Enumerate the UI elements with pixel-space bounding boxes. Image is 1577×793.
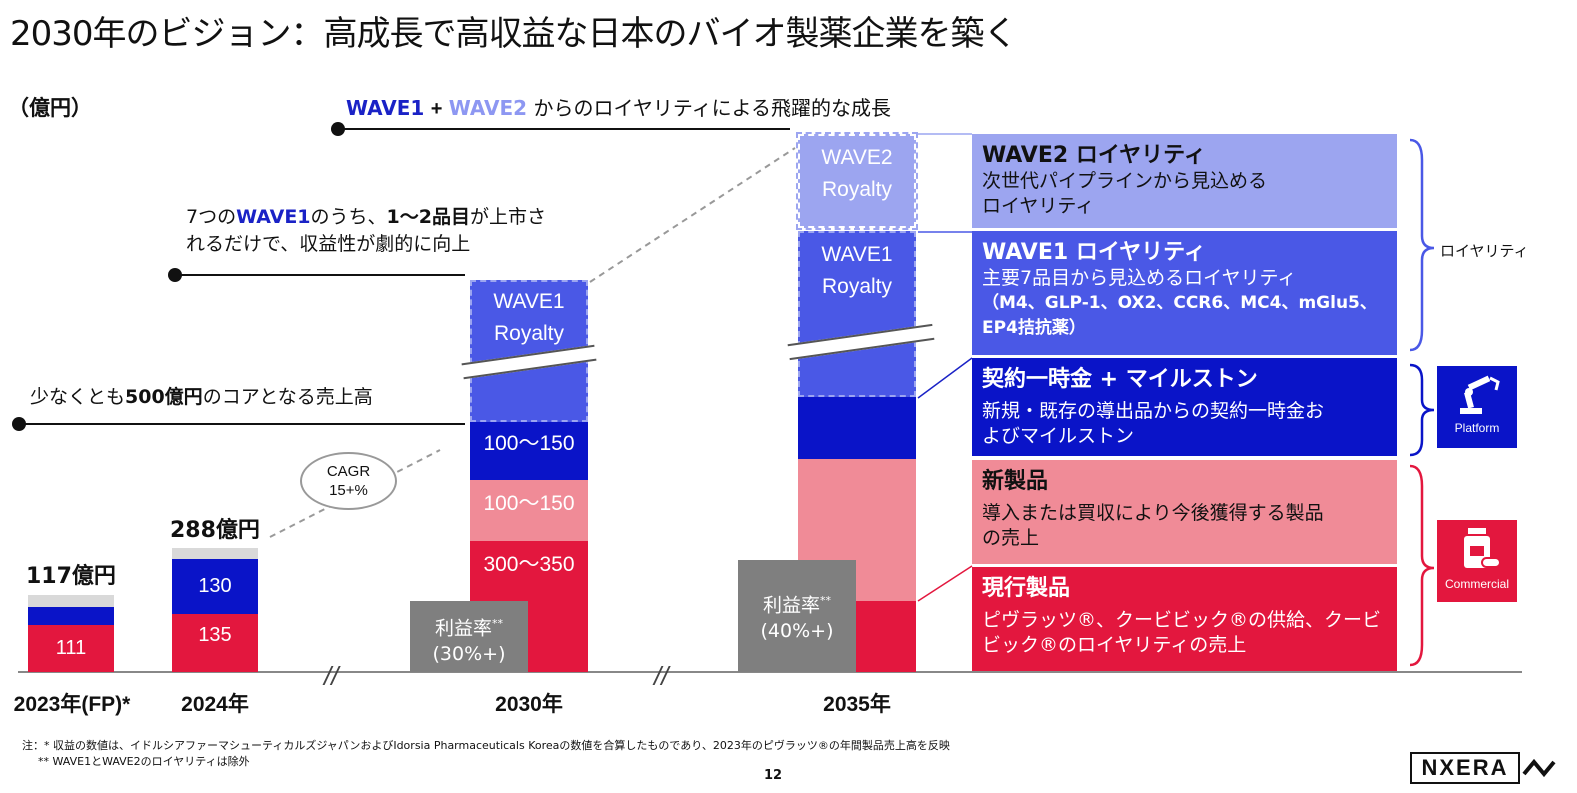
legend-current-desc: ビック®のロイヤリティの売上 xyxy=(982,634,1247,656)
annot-wave1: WAVE1 xyxy=(236,206,311,228)
bar-2023-current: 111 xyxy=(28,625,114,672)
robot-arm-icon xyxy=(1460,375,1500,414)
legend-current-desc: ピヴラッツ®、クービビック®の供給、クービ xyxy=(982,609,1382,631)
platform-tile: Platform xyxy=(1437,366,1517,448)
core-sales-annotation: 少なくとも500億円のコアとなる売上高 xyxy=(30,384,373,411)
margin-footnote-mark: ** xyxy=(820,594,831,607)
wave1-label: WAVE1 xyxy=(346,96,425,120)
header-leader-line xyxy=(338,128,790,130)
legend-wave1-targets: （M4、GLP-1、OX2、CCR6、MC4、mGlu5、 xyxy=(982,293,1377,313)
legend-milestone-desc: 新規・既存の導出品からの契約一時金お xyxy=(982,400,1325,422)
nxera-logo: NXERA xyxy=(1410,752,1558,786)
legend-wave1-desc: 主要7品目から見込めるロイヤリティ xyxy=(982,267,1297,289)
commercial-brace xyxy=(1409,464,1435,667)
legend-milestone: 契約一時金 + マイルストン 新規・既存の導出品からの契約一時金お よびマイルス… xyxy=(972,358,1397,456)
bar-2030-milestone: 100〜150 xyxy=(470,422,588,480)
legend-wave2-desc: 次世代パイプラインから見込める xyxy=(982,170,1268,192)
current-link-line xyxy=(917,565,973,602)
wave2-label: WAVE2 xyxy=(448,96,528,120)
wave2-royalty-label: WAVE2 xyxy=(821,146,893,169)
growth-dashed-line xyxy=(589,147,796,283)
wave1-annotation: 7つのWAVE1のうち、1〜2品目が上市さ れるだけで、収益性が劇的に向上 xyxy=(186,204,546,258)
legend-current-title: 現行製品 xyxy=(982,576,1071,601)
margin-value: (30%+) xyxy=(432,643,506,666)
margin-value: (40%+) xyxy=(760,620,834,643)
bar-2023-other xyxy=(28,595,114,607)
legend-wave1-targets: EP4拮抗薬） xyxy=(982,318,1086,338)
unit-label: （億円） xyxy=(8,96,92,120)
year-label-2030: 2030年 xyxy=(495,693,563,716)
commercial-tile: Commercial xyxy=(1437,520,1517,602)
page-title: 2030年のビジョン：高成長で高収益な日本のバイオ製薬企業を築く xyxy=(10,14,1018,54)
axis-break-1: // xyxy=(322,661,341,691)
annot-text: が上市さ xyxy=(470,206,547,228)
annot-text: のうち、 xyxy=(310,206,387,228)
cagr-badge: CAGR 15+% xyxy=(300,452,397,510)
royalty-group-label: ロイヤリティ xyxy=(1440,242,1529,260)
annot-text: のコアとなる売上高 xyxy=(202,386,373,408)
royalty-brace xyxy=(1409,138,1435,352)
logo-wordmark: NXERA xyxy=(1410,752,1520,784)
bar-2024-milestone: 130 xyxy=(172,559,258,614)
legend-wave1-title: WAVE1 ロイヤリティ xyxy=(982,240,1206,265)
legend-new: 新製品 導入または買収により今後獲得する製品 の売上 xyxy=(972,460,1397,564)
wave-header-text: からのロイヤリティによる飛躍的な成長 xyxy=(533,96,892,120)
legend-new-title: 新製品 xyxy=(982,469,1049,494)
footnote-1: 注：* 収益の数値は、イドルシアファーマシューティカルズジャパンおよびIdors… xyxy=(22,739,950,752)
margin-label: 利益率 xyxy=(762,594,820,617)
legend-wave1: WAVE1 ロイヤリティ 主要7品目から見込めるロイヤリティ （M4、GLP-1… xyxy=(972,231,1397,355)
margin-2030: 利益率** (30%+) xyxy=(410,601,528,672)
commercial-label: Commercial xyxy=(1444,577,1509,591)
bar-2035-wave2: WAVE2 Royalty xyxy=(796,132,918,230)
logo-mark-icon xyxy=(1522,758,1556,778)
cagr-value: 15+% xyxy=(329,482,368,499)
wave-growth-header: WAVE1 + WAVE2 からのロイヤリティによる飛躍的な成長 xyxy=(346,92,891,121)
total-2023: 117億円 xyxy=(26,564,116,589)
medicine-bottle-icon xyxy=(1464,528,1501,568)
core-leader-line xyxy=(19,423,465,425)
legend-milestone-desc: よびマイルストン xyxy=(982,425,1135,447)
year-label-2024: 2024年 xyxy=(181,693,249,716)
bar-2023-milestone xyxy=(28,607,114,625)
year-label-2035: 2035年 xyxy=(823,693,891,716)
bar-2035-wave1: WAVE1 Royalty xyxy=(798,231,916,397)
margin-footnote-mark: ** xyxy=(492,617,503,630)
annot-bold: 1〜2品目 xyxy=(386,206,470,228)
legend-milestone-title: 契約一時金 + マイルストン xyxy=(982,367,1258,392)
total-2024: 288億円 xyxy=(170,518,260,543)
legend-wave2: WAVE2 ロイヤリティ 次世代パイプラインから見込める ロイヤリティ xyxy=(972,134,1397,228)
page-number: 12 xyxy=(764,768,783,783)
footnote-2: ** WAVE1とWAVE2のロイヤリティは除外 xyxy=(38,755,250,768)
milestone-link-line xyxy=(917,357,973,399)
margin-label: 利益率 xyxy=(434,617,492,640)
legend-wave2-title: WAVE2 ロイヤリティ xyxy=(982,143,1206,168)
axis-break-2: // xyxy=(652,661,671,691)
annot-line2: れるだけで、収益性が劇的に向上 xyxy=(186,233,471,255)
legend-new-desc: の売上 xyxy=(982,527,1040,549)
wave1-royalty-label: Royalty xyxy=(493,322,565,345)
bar-2024-current: 135 xyxy=(172,614,258,672)
legend-new-desc: 導入または買収により今後獲得する製品 xyxy=(982,502,1324,524)
annot-text: 少なくとも xyxy=(30,386,126,408)
platform-brace xyxy=(1409,363,1435,457)
cagr-dashed-line xyxy=(269,449,441,538)
legend-wave2-desc: ロイヤリティ xyxy=(982,195,1095,217)
platform-label: Platform xyxy=(1454,421,1500,435)
annot-text: 7つの xyxy=(186,206,237,228)
cagr-label: CAGR xyxy=(326,463,371,480)
wave1-leader-line xyxy=(175,274,465,276)
bar-2024-other xyxy=(172,548,258,559)
plus-sign: + xyxy=(430,98,443,120)
wave1-royalty-label: WAVE1 xyxy=(821,243,893,266)
year-label-2023: 2023年(FP)* xyxy=(13,693,131,716)
bar-2030-new: 100〜150 xyxy=(470,480,588,541)
wave2-royalty-label: Royalty xyxy=(821,178,893,201)
bar-2035-milestone xyxy=(798,397,916,459)
wave1-royalty-label: WAVE1 xyxy=(493,290,565,313)
legend-current: 現行製品 ピヴラッツ®、クービビック®の供給、クービ ビック®のロイヤリティの売… xyxy=(972,567,1397,671)
annot-bold: 500億円 xyxy=(125,386,203,408)
wave1-royalty-label: Royalty xyxy=(821,275,893,298)
margin-2035: 利益率** (40%+) xyxy=(738,560,856,672)
